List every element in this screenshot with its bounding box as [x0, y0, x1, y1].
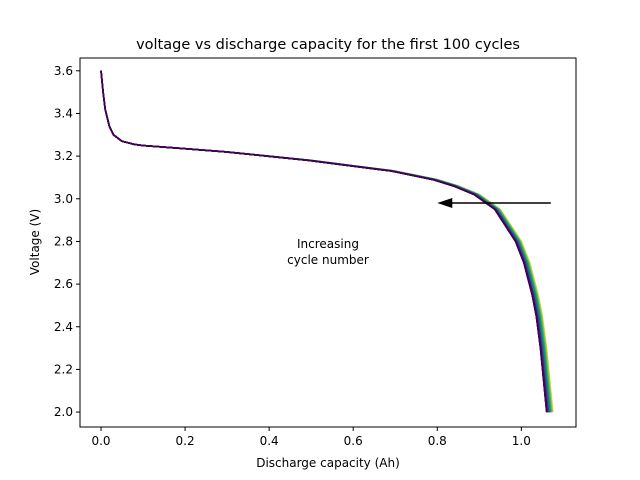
x-tick-label: 0.4 — [260, 434, 279, 448]
y-tick-label: 2.6 — [54, 277, 73, 291]
plot-frame — [79, 57, 577, 428]
annotation-text-line2: cycle number — [287, 253, 369, 267]
y-tick-label: 2.8 — [54, 234, 73, 248]
x-axis: 0.0 0.2 0.4 0.6 0.8 1.0 — [91, 427, 531, 448]
chart-title: voltage vs discharge capacity for the fi… — [136, 37, 520, 53]
annotation-group: Increasing cycle number — [287, 198, 551, 267]
x-tick-label: 0.2 — [176, 434, 195, 448]
y-tick-label: 3.2 — [54, 149, 73, 163]
curves-group — [100, 70, 554, 413]
annotation-arrow-head — [437, 198, 453, 209]
x-tick-label: 0.8 — [428, 434, 447, 448]
x-tick-label: 0.6 — [344, 434, 363, 448]
x-tick-label: 1.0 — [512, 434, 531, 448]
y-axis-label: Voltage (V) — [28, 209, 42, 275]
x-axis-label: Discharge capacity (Ah) — [256, 456, 400, 470]
cycle-curve — [100, 70, 548, 413]
x-tick-label: 0.0 — [91, 434, 110, 448]
y-tick-label: 3.4 — [54, 106, 73, 120]
y-tick-label: 3.6 — [54, 64, 73, 78]
y-tick-label: 3.0 — [54, 192, 73, 206]
annotation-text-line1: Increasing — [297, 237, 359, 251]
y-axis: 2.0 2.2 2.4 2.6 2.8 3.0 3.2 3.4 3.6 — [54, 64, 80, 419]
y-tick-label: 2.2 — [54, 362, 73, 376]
y-tick-label: 2.4 — [54, 320, 73, 334]
y-tick-label: 2.0 — [54, 405, 73, 419]
